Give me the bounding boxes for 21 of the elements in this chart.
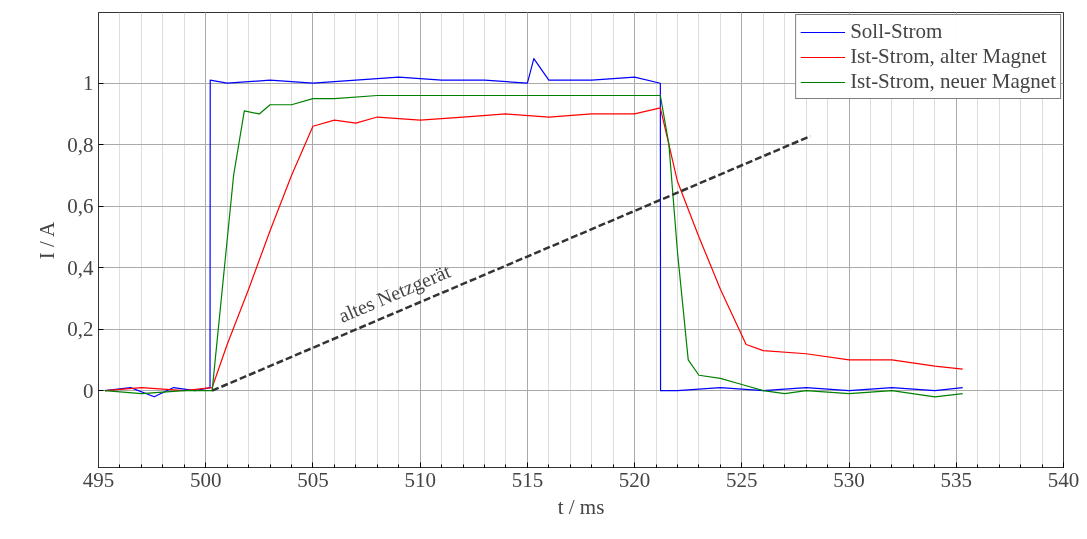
x-tick-label: 520 [618,467,651,492]
x-tick-label: 540 [1047,467,1080,492]
legend-label: Soll-Strom [850,19,943,44]
x-tick-label: 495 [82,467,115,492]
x-tick-label: 510 [404,467,436,492]
x-tick-label: 500 [189,467,222,492]
y-axis-title: I / A [35,221,60,260]
x-tick-label: 505 [297,467,329,492]
x-axis-title: t / ms [557,494,605,519]
y-tick-label: 0,6 [67,194,94,219]
y-tick-label: 0 [83,378,94,403]
legend-label: Ist-Strom, alter Magnet [850,44,1047,69]
y-tick-label: 0,8 [67,132,94,157]
y-tick-label: 1 [83,71,94,96]
y-tick-label: 0,2 [67,317,94,342]
x-tick-label: 515 [511,467,544,492]
legend-label: Ist-Strom, neuer Magnet [850,69,1056,94]
x-tick-label: 530 [833,467,865,492]
x-tick-label: 525 [726,467,758,492]
x-tick-label: 535 [940,467,973,492]
y-tick-label: 0,4 [67,255,94,280]
